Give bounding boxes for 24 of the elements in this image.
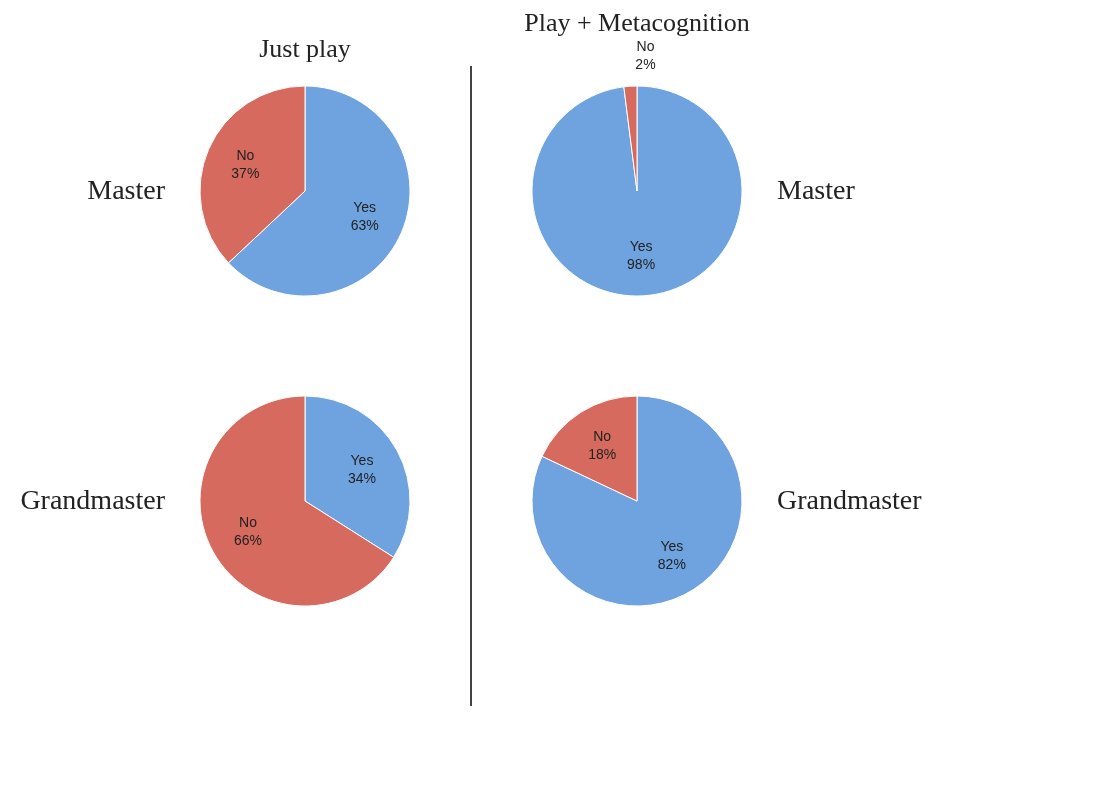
text: Master — [777, 174, 856, 205]
slice-label: No — [239, 514, 258, 531]
data-label: 18% — [588, 446, 617, 463]
slice-label: No — [236, 147, 255, 164]
data-label: 34% — [347, 469, 376, 486]
text: Grandmaster — [777, 484, 923, 515]
pie-slice — [531, 395, 743, 607]
slice-label: Yes — [660, 537, 684, 554]
slice-label: No — [636, 38, 655, 55]
data-label: 37% — [231, 165, 260, 182]
text: Master — [87, 174, 166, 205]
data-label: 63% — [350, 216, 379, 233]
data-label: 98% — [627, 255, 656, 272]
data-label: 66% — [234, 532, 263, 549]
text: Grandmaster — [20, 484, 166, 515]
slice-label: Yes — [353, 198, 377, 215]
pie-slice — [531, 85, 743, 297]
slice-label: Yes — [629, 237, 653, 254]
data-label: 2% — [635, 56, 656, 73]
data-label: 82% — [657, 555, 686, 572]
chart-title: Play + Metacognition — [524, 8, 750, 38]
slice-label: No — [593, 428, 612, 445]
chart-title: Just play — [259, 34, 351, 63]
slice-label: Yes — [350, 451, 374, 468]
